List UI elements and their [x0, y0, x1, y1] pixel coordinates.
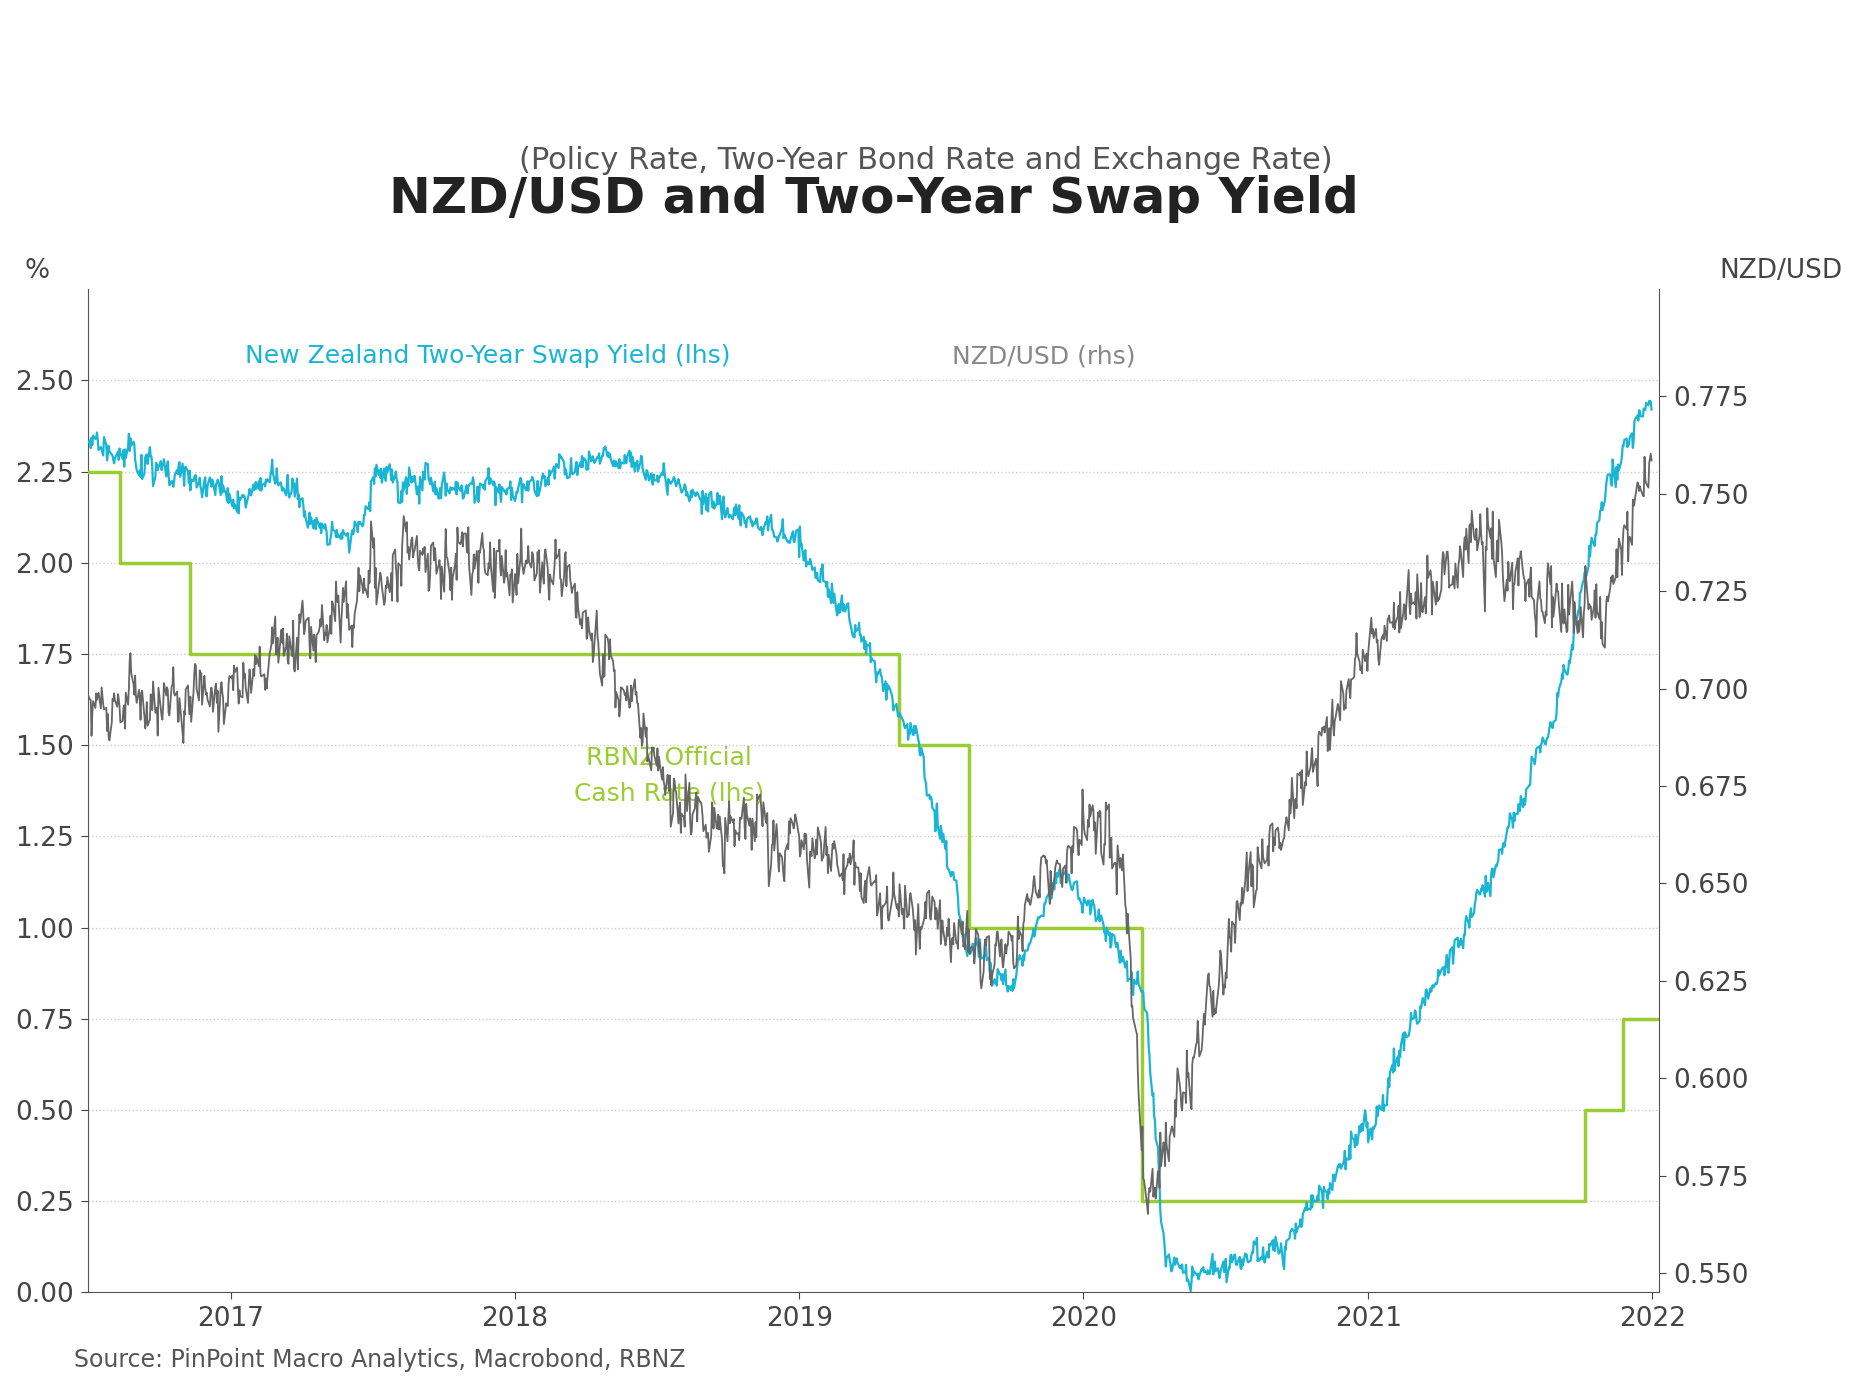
Text: %: % — [24, 258, 50, 285]
Text: Source: PinPoint Macro Analytics, Macrobond, RBNZ: Source: PinPoint Macro Analytics, Macrob… — [74, 1349, 685, 1372]
Text: NZD/USD (rhs): NZD/USD (rhs) — [952, 344, 1135, 368]
Text: NZD/USD: NZD/USD — [1719, 258, 1843, 285]
Text: (Policy Rate, Two-Year Bond Rate and Exchange Rate): (Policy Rate, Two-Year Bond Rate and Exc… — [519, 146, 1333, 175]
Text: RBNZ Official
Cash Rate (lhs): RBNZ Official Cash Rate (lhs) — [574, 746, 765, 806]
Text: New Zealand Two-Year Swap Yield (lhs): New Zealand Two-Year Swap Yield (lhs) — [244, 344, 730, 368]
Title: NZD/USD and Two-Year Swap Yield: NZD/USD and Two-Year Swap Yield — [389, 175, 1358, 222]
